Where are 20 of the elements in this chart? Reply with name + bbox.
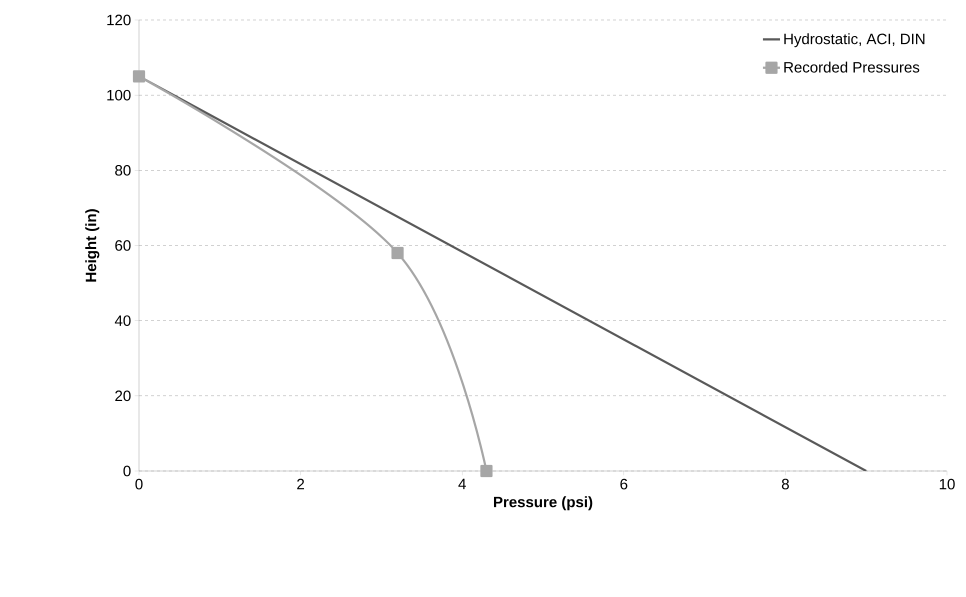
y-tick-label: 120 — [107, 14, 131, 26]
y-tick-label: 20 — [115, 390, 131, 402]
point — [132, 70, 146, 82]
y-tick-label: 0 — [123, 466, 131, 476]
x-tick-label: 8 — [782, 478, 789, 490]
x-tick-label: 6 — [620, 478, 628, 490]
y-tick-label: 80 — [115, 165, 131, 176]
y-tick-label: 60 — [115, 240, 131, 251]
x-tick-label: 4 — [458, 478, 466, 490]
point — [391, 246, 404, 260]
x-tick-label: 0 — [135, 478, 143, 490]
x-axis-title: Pressure (psi) — [494, 496, 592, 510]
y-tick-label: 100 — [107, 90, 131, 100]
legend-label: Recorded Pressures — [784, 62, 920, 73]
legend-label: Hydrostatic, ACI, DIN — [784, 33, 924, 48]
x-tick-label: 2 — [297, 478, 304, 490]
x-tick-label: 10 — [940, 478, 955, 490]
point — [480, 464, 493, 478]
y-tick-label: 40 — [114, 315, 131, 326]
y-axis-title: Height (in) — [85, 209, 100, 282]
